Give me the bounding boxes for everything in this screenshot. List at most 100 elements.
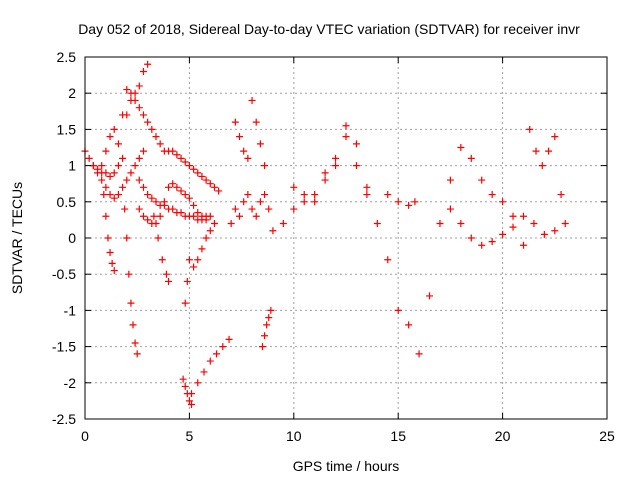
series-dip-7 xyxy=(258,306,275,351)
data-point xyxy=(127,169,135,177)
data-point xyxy=(244,191,252,199)
data-point xyxy=(519,241,527,249)
data-point xyxy=(102,212,110,220)
data-point xyxy=(194,169,202,177)
y-tick-label: -2.5 xyxy=(52,411,76,427)
data-point xyxy=(150,212,158,220)
data-point xyxy=(252,212,260,220)
data-point xyxy=(267,306,275,314)
data-point xyxy=(405,321,413,329)
data-point xyxy=(194,209,202,217)
data-point xyxy=(478,241,486,249)
data-point xyxy=(114,191,122,199)
data-point xyxy=(210,220,218,228)
data-point xyxy=(265,314,273,322)
axis-ticks: -2.5 -2 -1.5 -1 -0.5 0 0.5 1 1.5 2 2.5 0 5 10 15 20 25 xyxy=(52,49,615,444)
data-point xyxy=(415,350,423,358)
data-point xyxy=(98,162,106,170)
data-point xyxy=(181,382,189,390)
series-arc-n xyxy=(526,125,565,199)
data-point xyxy=(436,220,444,228)
data-point xyxy=(110,125,118,133)
data-point xyxy=(265,205,273,213)
data-point xyxy=(127,96,135,104)
series-arc-b xyxy=(89,147,147,202)
data-point xyxy=(478,176,486,184)
data-point xyxy=(244,154,252,162)
data-point xyxy=(148,125,156,133)
data-point xyxy=(125,270,133,278)
data-point xyxy=(114,140,122,148)
data-point xyxy=(227,220,235,228)
data-point xyxy=(248,96,256,104)
data-point xyxy=(231,118,239,126)
data-point xyxy=(181,191,189,199)
data-point xyxy=(144,216,152,224)
data-point xyxy=(551,133,559,141)
data-point xyxy=(190,165,198,173)
chart-title: Day 052 of 2018, Sidereal Day-to-day VTE… xyxy=(78,21,580,37)
series-arc-h xyxy=(248,96,269,170)
data-point xyxy=(165,183,173,191)
data-point xyxy=(263,321,271,329)
data-point xyxy=(206,180,214,188)
data-point xyxy=(200,368,208,376)
data-point xyxy=(394,306,402,314)
x-tick-label: 25 xyxy=(599,428,615,444)
data-point xyxy=(119,183,127,191)
data-point xyxy=(173,183,181,191)
data-point xyxy=(152,198,160,206)
data-point xyxy=(162,270,170,278)
data-point xyxy=(121,205,129,213)
data-point xyxy=(135,104,143,112)
y-tick-label: 2.5 xyxy=(57,49,77,65)
data-point xyxy=(311,191,319,199)
data-point xyxy=(123,86,131,94)
data-point xyxy=(106,133,114,141)
data-point xyxy=(185,194,193,202)
grid xyxy=(85,57,607,419)
data-point xyxy=(332,154,340,162)
data-point xyxy=(131,339,139,347)
data-point xyxy=(190,263,198,271)
data-point xyxy=(342,122,350,130)
data-point xyxy=(135,154,143,162)
data-point xyxy=(215,187,223,195)
data-point xyxy=(119,154,127,162)
data-point xyxy=(85,154,93,162)
data-point xyxy=(488,191,496,199)
data-point xyxy=(181,158,189,166)
data-point xyxy=(169,147,177,155)
data-point xyxy=(236,212,244,220)
data-point xyxy=(139,67,147,75)
data-point xyxy=(194,379,202,387)
data-point xyxy=(110,169,118,177)
data-point xyxy=(198,212,206,220)
data-point xyxy=(225,335,233,343)
data-point xyxy=(152,220,160,228)
data-point xyxy=(446,205,454,213)
data-point xyxy=(185,397,193,405)
data-point xyxy=(290,205,298,213)
data-point xyxy=(190,201,198,209)
data-point xyxy=(540,230,548,238)
data-point xyxy=(177,154,185,162)
data-point xyxy=(102,169,110,177)
data-point xyxy=(129,321,137,329)
series-dip-2 xyxy=(121,205,141,358)
data-point xyxy=(194,256,202,264)
series-arc-j xyxy=(290,133,371,206)
y-tick-label: 0.5 xyxy=(57,194,77,210)
data-point xyxy=(457,220,465,228)
y-tick-label: 1 xyxy=(68,158,76,174)
data-point xyxy=(123,111,131,119)
data-point xyxy=(139,147,147,155)
data-point xyxy=(352,162,360,170)
data-point xyxy=(165,277,173,285)
data-point xyxy=(106,248,114,256)
data-point xyxy=(551,227,559,235)
data-point xyxy=(131,89,139,97)
series-arc-i xyxy=(269,122,413,329)
data-point xyxy=(169,205,177,213)
data-point xyxy=(139,212,147,220)
